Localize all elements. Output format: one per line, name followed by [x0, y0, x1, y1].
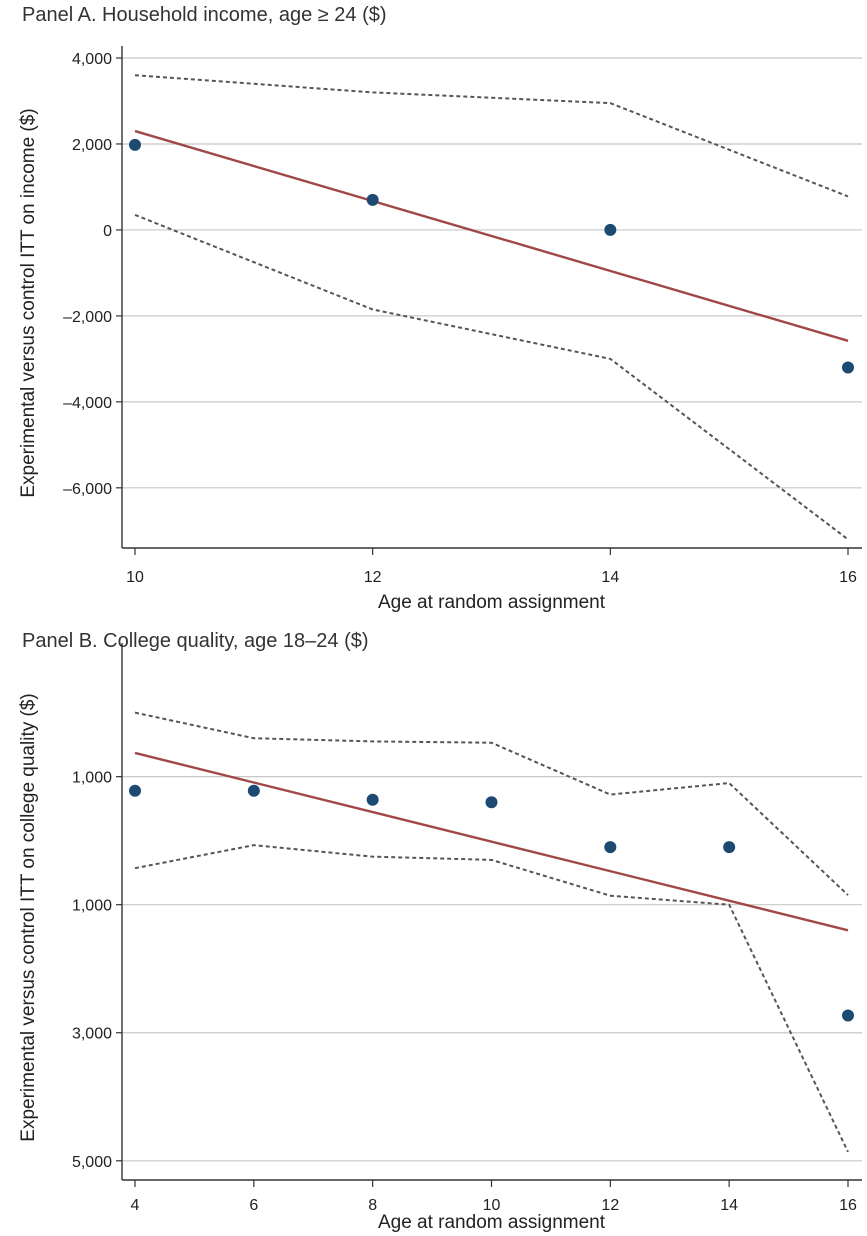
pa-data-point [129, 138, 141, 151]
pb-y-tick-label: 1,000 [72, 898, 112, 915]
pb-x-tick-label: 16 [839, 1197, 857, 1214]
pb-ci-upper-line [134, 711, 849, 896]
panel-a-chart: 4,000 2,000 0 –2,000 –4,000 –6,000 10 12 14 16 Age… [18, 46, 862, 613]
pb-data-point [842, 1009, 854, 1022]
pb-x-tick-label: 8 [368, 1197, 377, 1214]
pb-y-tick-label: 1,000 [72, 770, 112, 787]
pb-y-tick-label: 3,000 [72, 1026, 112, 1043]
pa-data-point [604, 223, 617, 236]
pa-x-axis-label: Age at random assignment [378, 592, 606, 613]
pb-x-axis-label: Age at random assignment [378, 1212, 606, 1233]
pa-fit-line [134, 129, 849, 342]
pa-y-tick-label: 2,000 [72, 137, 112, 154]
panel-a-title: Panel A. Household income, age ≥ 24 ($) [22, 4, 387, 26]
pb-data-point [247, 784, 260, 797]
pb-fit-line [134, 751, 849, 932]
pb-y-tick-label: 5,000 [72, 1154, 112, 1171]
pb-x-tick-label: 14 [720, 1197, 738, 1214]
pb-y-axis-label: Experimental versus control ITT on colle… [18, 693, 39, 1141]
pa-ci-upper-line [134, 74, 849, 198]
pa-y-tick-label: 0 [103, 223, 112, 240]
pa-x-tick-label: 16 [839, 569, 857, 586]
pa-y-tick-label: –6,000 [63, 481, 112, 498]
pa-x-tick-label: 12 [364, 569, 382, 586]
pb-data-point [485, 796, 498, 809]
pa-data-point [366, 193, 379, 206]
pb-x-tick-label: 10 [483, 1197, 501, 1214]
pa-y-tick-label: –2,000 [63, 309, 112, 326]
pb-x-tick-label: 4 [131, 1197, 140, 1214]
pa-y-tick-label: –4,000 [63, 395, 112, 412]
pa-y-axis-label: Experimental versus control ITT on incom… [18, 108, 39, 497]
pa-ci-lower-line [134, 213, 849, 541]
pa-x-tick-label: 10 [126, 569, 144, 586]
panel-b-title: Panel B. College quality, age 18–24 ($) [22, 630, 369, 652]
pb-data-point [129, 784, 141, 797]
pb-x-tick-label: 6 [249, 1197, 258, 1214]
pb-ci-lower-line [134, 844, 849, 1153]
pb-data-point [723, 841, 736, 854]
pa-data-point [842, 361, 854, 374]
panel-b-chart: 1,000 1,000 3,000 5,000 4 6 8 10 12 14 16 Age at ra… [18, 643, 862, 1233]
pb-x-tick-label: 12 [601, 1197, 619, 1214]
pb-data-point [604, 841, 617, 854]
pb-data-point [366, 793, 379, 806]
pa-y-tick-label: 4,000 [72, 51, 112, 68]
pa-x-tick-label: 14 [601, 569, 619, 586]
